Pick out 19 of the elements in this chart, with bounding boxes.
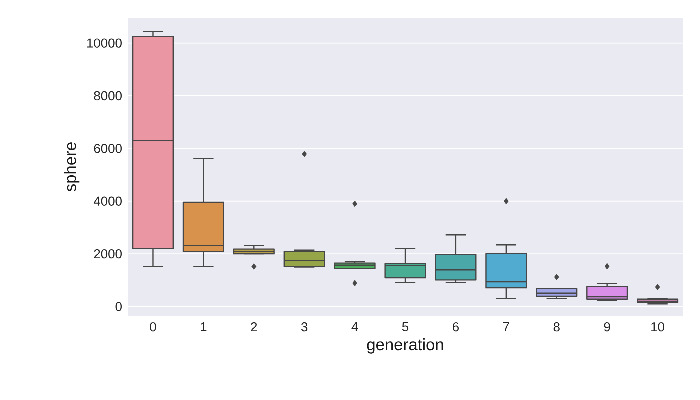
x-tick-label: 10: [652, 322, 664, 332]
x-tick-label: 1: [201, 322, 207, 332]
y-tick-label: 6000: [94, 144, 122, 154]
x-tick-label: 7: [503, 322, 510, 332]
x-tick-label: 0: [150, 322, 156, 332]
x-tick-label: 6: [453, 322, 459, 332]
y-tick-label: 10000: [87, 38, 122, 48]
x-tick-label: 4: [352, 322, 358, 332]
x-tick-label: 3: [301, 322, 308, 332]
y-tick-label: 2000: [94, 249, 122, 259]
x-tick-label: 8: [554, 322, 560, 332]
y-tick-label: 8000: [94, 91, 122, 101]
y-axis-title: sphere: [64, 142, 80, 192]
y-tick-label: 0: [116, 302, 122, 312]
x-tick-label: 2: [251, 322, 258, 332]
x-tick-label: 9: [604, 322, 610, 332]
x-tick-label: 5: [402, 322, 409, 332]
x-axis-title: generation: [367, 338, 444, 354]
y-tick-label: 4000: [94, 196, 122, 206]
